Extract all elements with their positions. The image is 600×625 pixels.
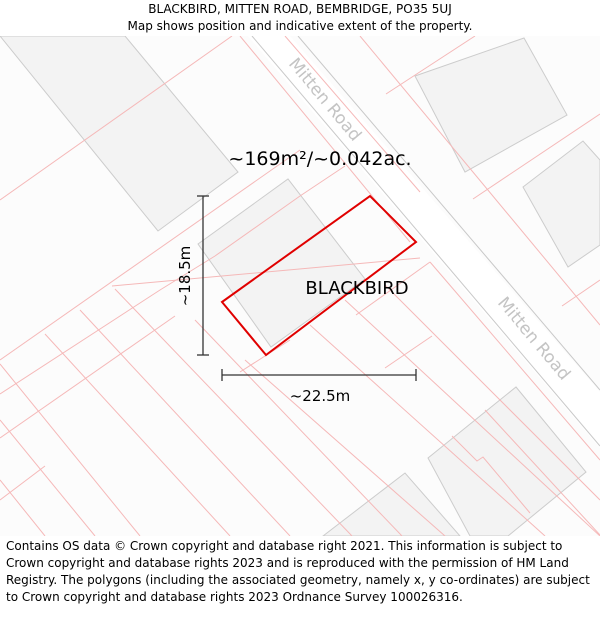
parcel-boundaries	[0, 36, 600, 536]
height-measure	[197, 195, 209, 356]
height-measure-label: ~18.5m	[176, 246, 194, 307]
building	[414, 37, 568, 173]
property-name-label: BLACKBIRD	[305, 278, 408, 299]
building	[427, 386, 587, 536]
map-subtitle: Map shows position and indicative extent…	[127, 19, 473, 33]
road-mitten-road	[248, 36, 600, 448]
property-outline	[220, 194, 418, 357]
building	[322, 472, 461, 536]
building	[0, 36, 239, 232]
area-label: ~169m²/~0.042ac.	[228, 148, 411, 170]
building	[197, 178, 366, 348]
road-label: Mitten Road	[493, 293, 574, 384]
map-header: BLACKBIRD, MITTEN ROAD, BEMBRIDGE, PO35 …	[0, 0, 600, 36]
width-measure	[221, 369, 417, 381]
building	[522, 140, 600, 268]
copyright-attribution: Contains OS data © Crown copyright and d…	[6, 539, 590, 604]
property-address: BLACKBIRD, MITTEN ROAD, BEMBRIDGE, PO35 …	[148, 2, 452, 16]
width-measure-label: ~22.5m	[290, 387, 351, 405]
property-map[interactable]: Mitten Road Mitten Road ~169m²/~0.042ac.…	[0, 36, 600, 536]
map-canvas: Mitten Road Mitten Road ~169m²/~0.042ac.…	[0, 36, 600, 536]
buildings	[0, 36, 600, 536]
